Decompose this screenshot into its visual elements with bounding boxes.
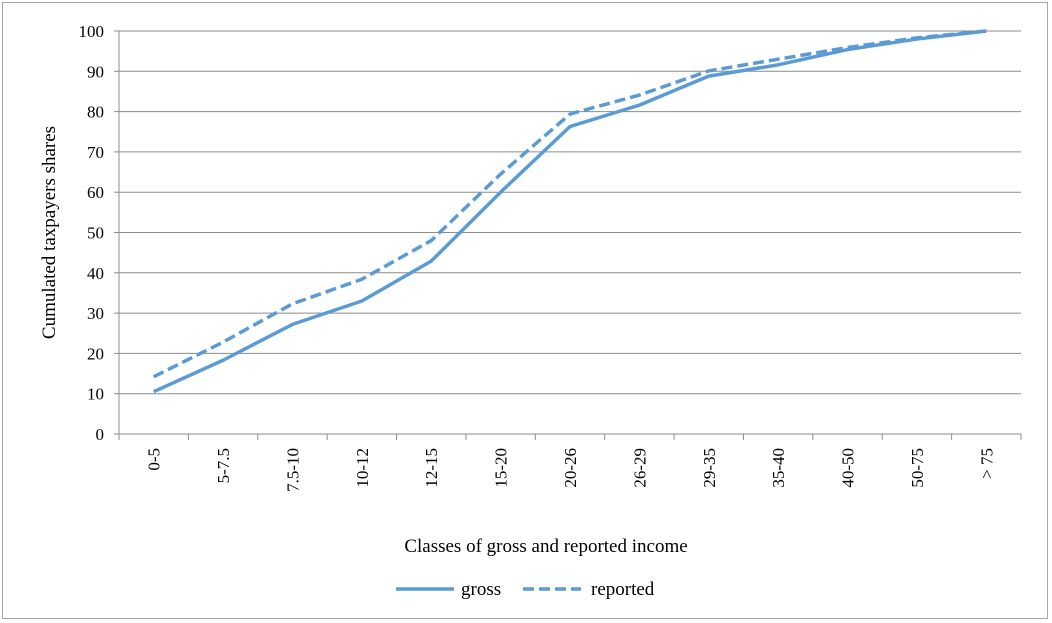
y-tick-label: 20 <box>87 344 104 363</box>
series-line-reported <box>152 29 987 379</box>
x-tick-labels: 0-5 5-7.5 7.5-10 10-12 12-15 15-20 20-26 26-29 2… <box>145 448 997 492</box>
series-line-gross <box>152 29 987 394</box>
axes <box>114 30 1022 440</box>
x-tick-label: 15-20 <box>492 448 511 488</box>
gridlines <box>119 30 1021 395</box>
y-tick-labels: 0 10 20 30 40 50 60 70 80 90 100 <box>79 22 105 444</box>
x-tick-label: 5-7.5 <box>214 448 233 483</box>
legend-label-reported: reported <box>591 579 655 600</box>
x-tick-label: 40-50 <box>839 448 858 488</box>
x-tick-label: 12-15 <box>422 448 441 488</box>
x-tick-label: 7.5-10 <box>283 448 302 492</box>
y-tick-label: 10 <box>87 385 104 404</box>
x-tick-label: 20-26 <box>561 448 580 488</box>
line-chart: 0 10 20 30 40 50 60 70 80 90 100 0-5 5-7.5 7.5-10 10-… <box>39 22 1022 600</box>
series-lines <box>152 29 987 394</box>
x-tick-label: 10-12 <box>353 448 372 488</box>
x-tick-label: 0-5 <box>145 448 164 471</box>
y-tick-label: 70 <box>87 143 104 162</box>
y-tick-label: 90 <box>87 62 104 81</box>
legend: gross reported <box>396 579 655 600</box>
y-tick-label: 40 <box>87 264 104 283</box>
x-tick-label: 29-35 <box>700 448 719 488</box>
x-tick-label: 26-29 <box>630 448 649 488</box>
y-axis-title: Cumulated taxpayers shares <box>39 126 60 339</box>
x-tick-label: > 75 <box>977 448 996 479</box>
y-tick-label: 0 <box>96 425 105 444</box>
y-tick-label: 50 <box>87 224 104 243</box>
x-tick-label: 35-40 <box>769 448 788 488</box>
x-tick-label: 50-75 <box>908 448 927 488</box>
legend-label-gross: gross <box>461 579 501 600</box>
y-tick-label: 100 <box>79 22 105 41</box>
x-axis-title: Classes of gross and reported income <box>404 536 687 557</box>
y-tick-label: 60 <box>87 183 104 202</box>
y-tick-label: 30 <box>87 304 104 323</box>
y-tick-label: 80 <box>87 103 104 122</box>
